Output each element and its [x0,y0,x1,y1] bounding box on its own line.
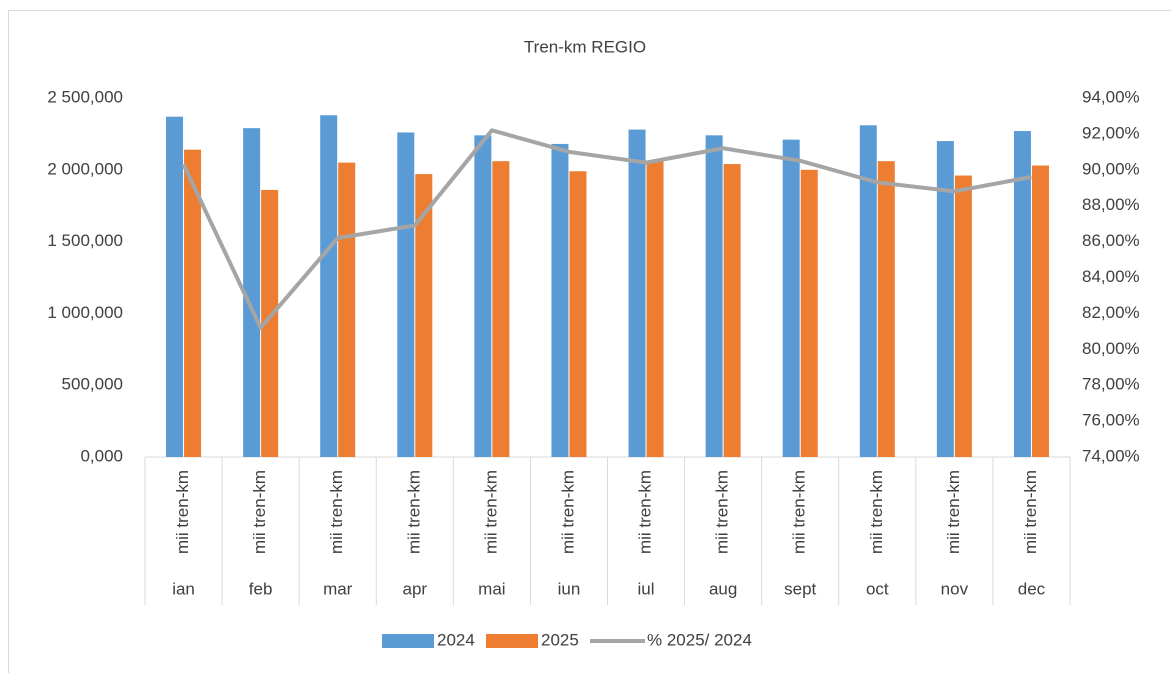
bar [723,164,741,457]
legend-label: 2025 [541,630,579,649]
x-tick-label: iul [638,579,655,598]
x-tick-label: aug [709,579,737,598]
x-subcategory-label: mii tren-km [481,470,500,554]
bar [184,149,202,458]
bar [243,128,261,457]
legend-label: % 2025/ 2024 [647,630,752,649]
y2-tick-label: 82,00% [1082,303,1140,322]
y2-tick-label: 80,00% [1082,339,1140,358]
x-tick-label: mai [478,579,505,598]
y2-tick-label: 84,00% [1082,267,1140,286]
bar [261,189,279,458]
x-tick-label: ian [172,579,195,598]
bar [1013,131,1031,457]
x-subcategory-label: mii tren-km [327,470,346,554]
y2-tick-label: 86,00% [1082,231,1140,250]
x-subcategory-label: mii tren-km [636,470,655,554]
bar [782,139,800,458]
x-subcategory-label: mii tren-km [558,470,577,554]
y2-tick-label: 92,00% [1082,123,1140,142]
bar [166,116,184,457]
bar [800,169,818,458]
bar [877,161,895,457]
x-tick-label: dec [1018,579,1046,598]
bar [936,141,954,457]
x-subcategory-label: mii tren-km [944,470,963,554]
bar [1031,165,1049,457]
x-tick-label: mar [323,579,353,598]
y2-tick-label: 74,00% [1082,446,1140,465]
chart-frame [8,10,1171,673]
bar [492,161,510,457]
x-subcategory-label: mii tren-km [867,470,886,554]
legend-swatch [382,634,434,648]
bar [415,174,433,457]
chart-title: Tren-km REGIO [524,37,646,56]
y2-tick-label: 88,00% [1082,195,1140,214]
y-tick-label: 0,000 [80,446,123,465]
bar [397,132,415,458]
x-tick-label: apr [403,579,428,598]
y-tick-label: 2 000,000 [47,159,123,178]
legend-swatch [486,634,538,648]
bar [859,125,877,457]
y2-tick-label: 94,00% [1082,87,1140,106]
bar [320,115,338,458]
y-tick-label: 1 500,000 [47,231,123,250]
x-subcategory-label: mii tren-km [790,470,809,554]
bar [954,175,972,457]
bar [628,129,646,458]
x-subcategory-label: mii tren-km [404,470,423,554]
y2-tick-label: 76,00% [1082,411,1140,430]
line-series [181,128,1032,330]
y-tick-label: 500,000 [62,375,123,394]
y-tick-label: 2 500,000 [47,87,123,106]
x-tick-label: sept [784,579,816,598]
x-subcategory-label: mii tren-km [173,470,192,554]
x-tick-label: feb [249,579,273,598]
legend-label: 2024 [437,630,475,649]
y2-tick-label: 78,00% [1082,375,1140,394]
bar [474,135,492,457]
x-tick-label: iun [558,579,581,598]
x-subcategory-label: mii tren-km [250,470,269,554]
x-tick-label: nov [941,579,969,598]
bar [551,143,569,457]
y2-tick-label: 90,00% [1082,159,1140,178]
x-subcategory-label: mii tren-km [1021,470,1040,554]
bar [569,171,587,457]
x-subcategory-label: mii tren-km [713,470,732,554]
bar [338,162,356,457]
bar [705,135,723,457]
y-tick-label: 1 000,000 [47,303,123,322]
bar [646,161,664,457]
x-tick-label: oct [866,579,889,598]
